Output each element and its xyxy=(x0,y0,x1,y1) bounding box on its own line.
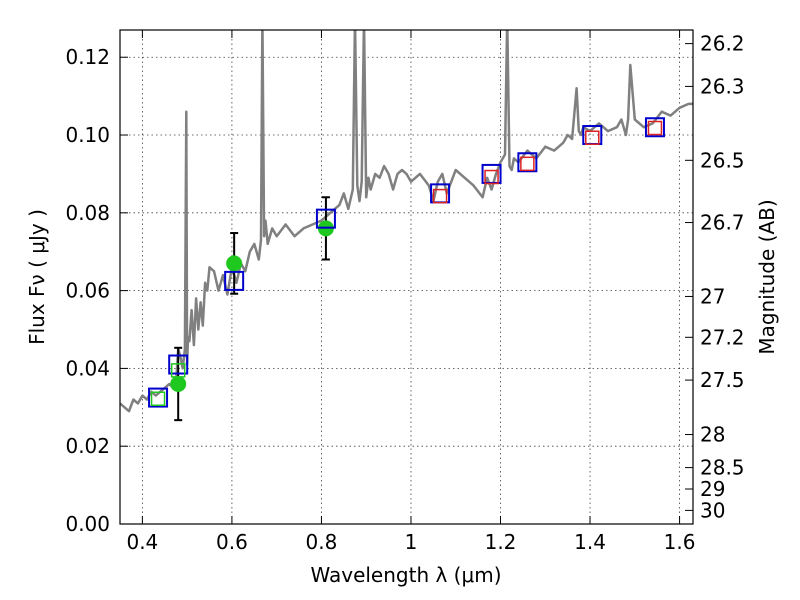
x-tick-label: 0.4 xyxy=(126,530,158,554)
y-tick-label: 0.06 xyxy=(65,279,110,303)
photometry-point xyxy=(226,255,243,272)
x-tick-label: 0.8 xyxy=(306,530,338,554)
x-tick-label: 1 xyxy=(405,530,418,554)
y2-tick-label: 30 xyxy=(700,498,725,522)
plot-frame xyxy=(119,29,694,525)
y-tick-label: 0.10 xyxy=(65,123,110,147)
grid xyxy=(120,30,693,525)
axes: 0.4 0.6 0.8 1 1.2 1.4 1.6 0.00 0.02 0.04 0.06 0.08 0… xyxy=(65,30,745,554)
y2-tick-label: 27.2 xyxy=(700,325,745,349)
x-tick-label: 0.6 xyxy=(216,530,248,554)
y2-tick-label: 26.7 xyxy=(700,211,745,235)
model-square-blue xyxy=(148,387,169,408)
y2-tick-label: 27 xyxy=(700,284,725,308)
spectrum-line xyxy=(120,30,693,413)
y2-tick-label: 28 xyxy=(700,423,725,447)
y-tick-label: 0.04 xyxy=(65,356,110,380)
y2-axis-label: Magnitude (AB) xyxy=(755,199,779,354)
plot-area xyxy=(120,30,693,422)
y-tick-label: 0.00 xyxy=(65,512,110,536)
x-tick-label: 1.6 xyxy=(664,530,696,554)
model-square-blue xyxy=(168,354,189,375)
x-tick-label: 1.2 xyxy=(485,530,517,554)
photometry-point xyxy=(170,375,187,392)
y2-tick-label: 27.5 xyxy=(700,368,745,392)
y2-tick-label: 26.3 xyxy=(700,74,745,98)
model-square-red xyxy=(520,156,535,172)
model-square-blue xyxy=(224,270,245,291)
y-tick-label: 0.02 xyxy=(65,434,110,458)
x-axis-label: Wavelength λ (μm) xyxy=(310,563,501,587)
y2-tick-label: 29 xyxy=(700,477,725,501)
model-square-blue xyxy=(315,208,336,229)
model-square-green xyxy=(170,363,186,378)
model-square-green xyxy=(150,391,166,406)
y-tick-label: 0.08 xyxy=(65,201,110,225)
model-square-blue xyxy=(644,117,665,138)
y2-tick-label: 28.5 xyxy=(700,456,745,480)
model-square-red xyxy=(585,130,600,145)
model-square-red xyxy=(484,169,499,185)
y-tick-label: 0.12 xyxy=(65,45,110,69)
model-square-red xyxy=(647,120,663,136)
y2-tick-label: 26.2 xyxy=(700,32,745,56)
model-square-blue xyxy=(517,152,538,173)
x-tick-label: 1.4 xyxy=(574,530,606,554)
y2-tick-label: 26.5 xyxy=(700,148,745,172)
model-square-red xyxy=(432,188,448,204)
y-axis-label: Flux Fν ( μJy ) xyxy=(25,209,49,345)
